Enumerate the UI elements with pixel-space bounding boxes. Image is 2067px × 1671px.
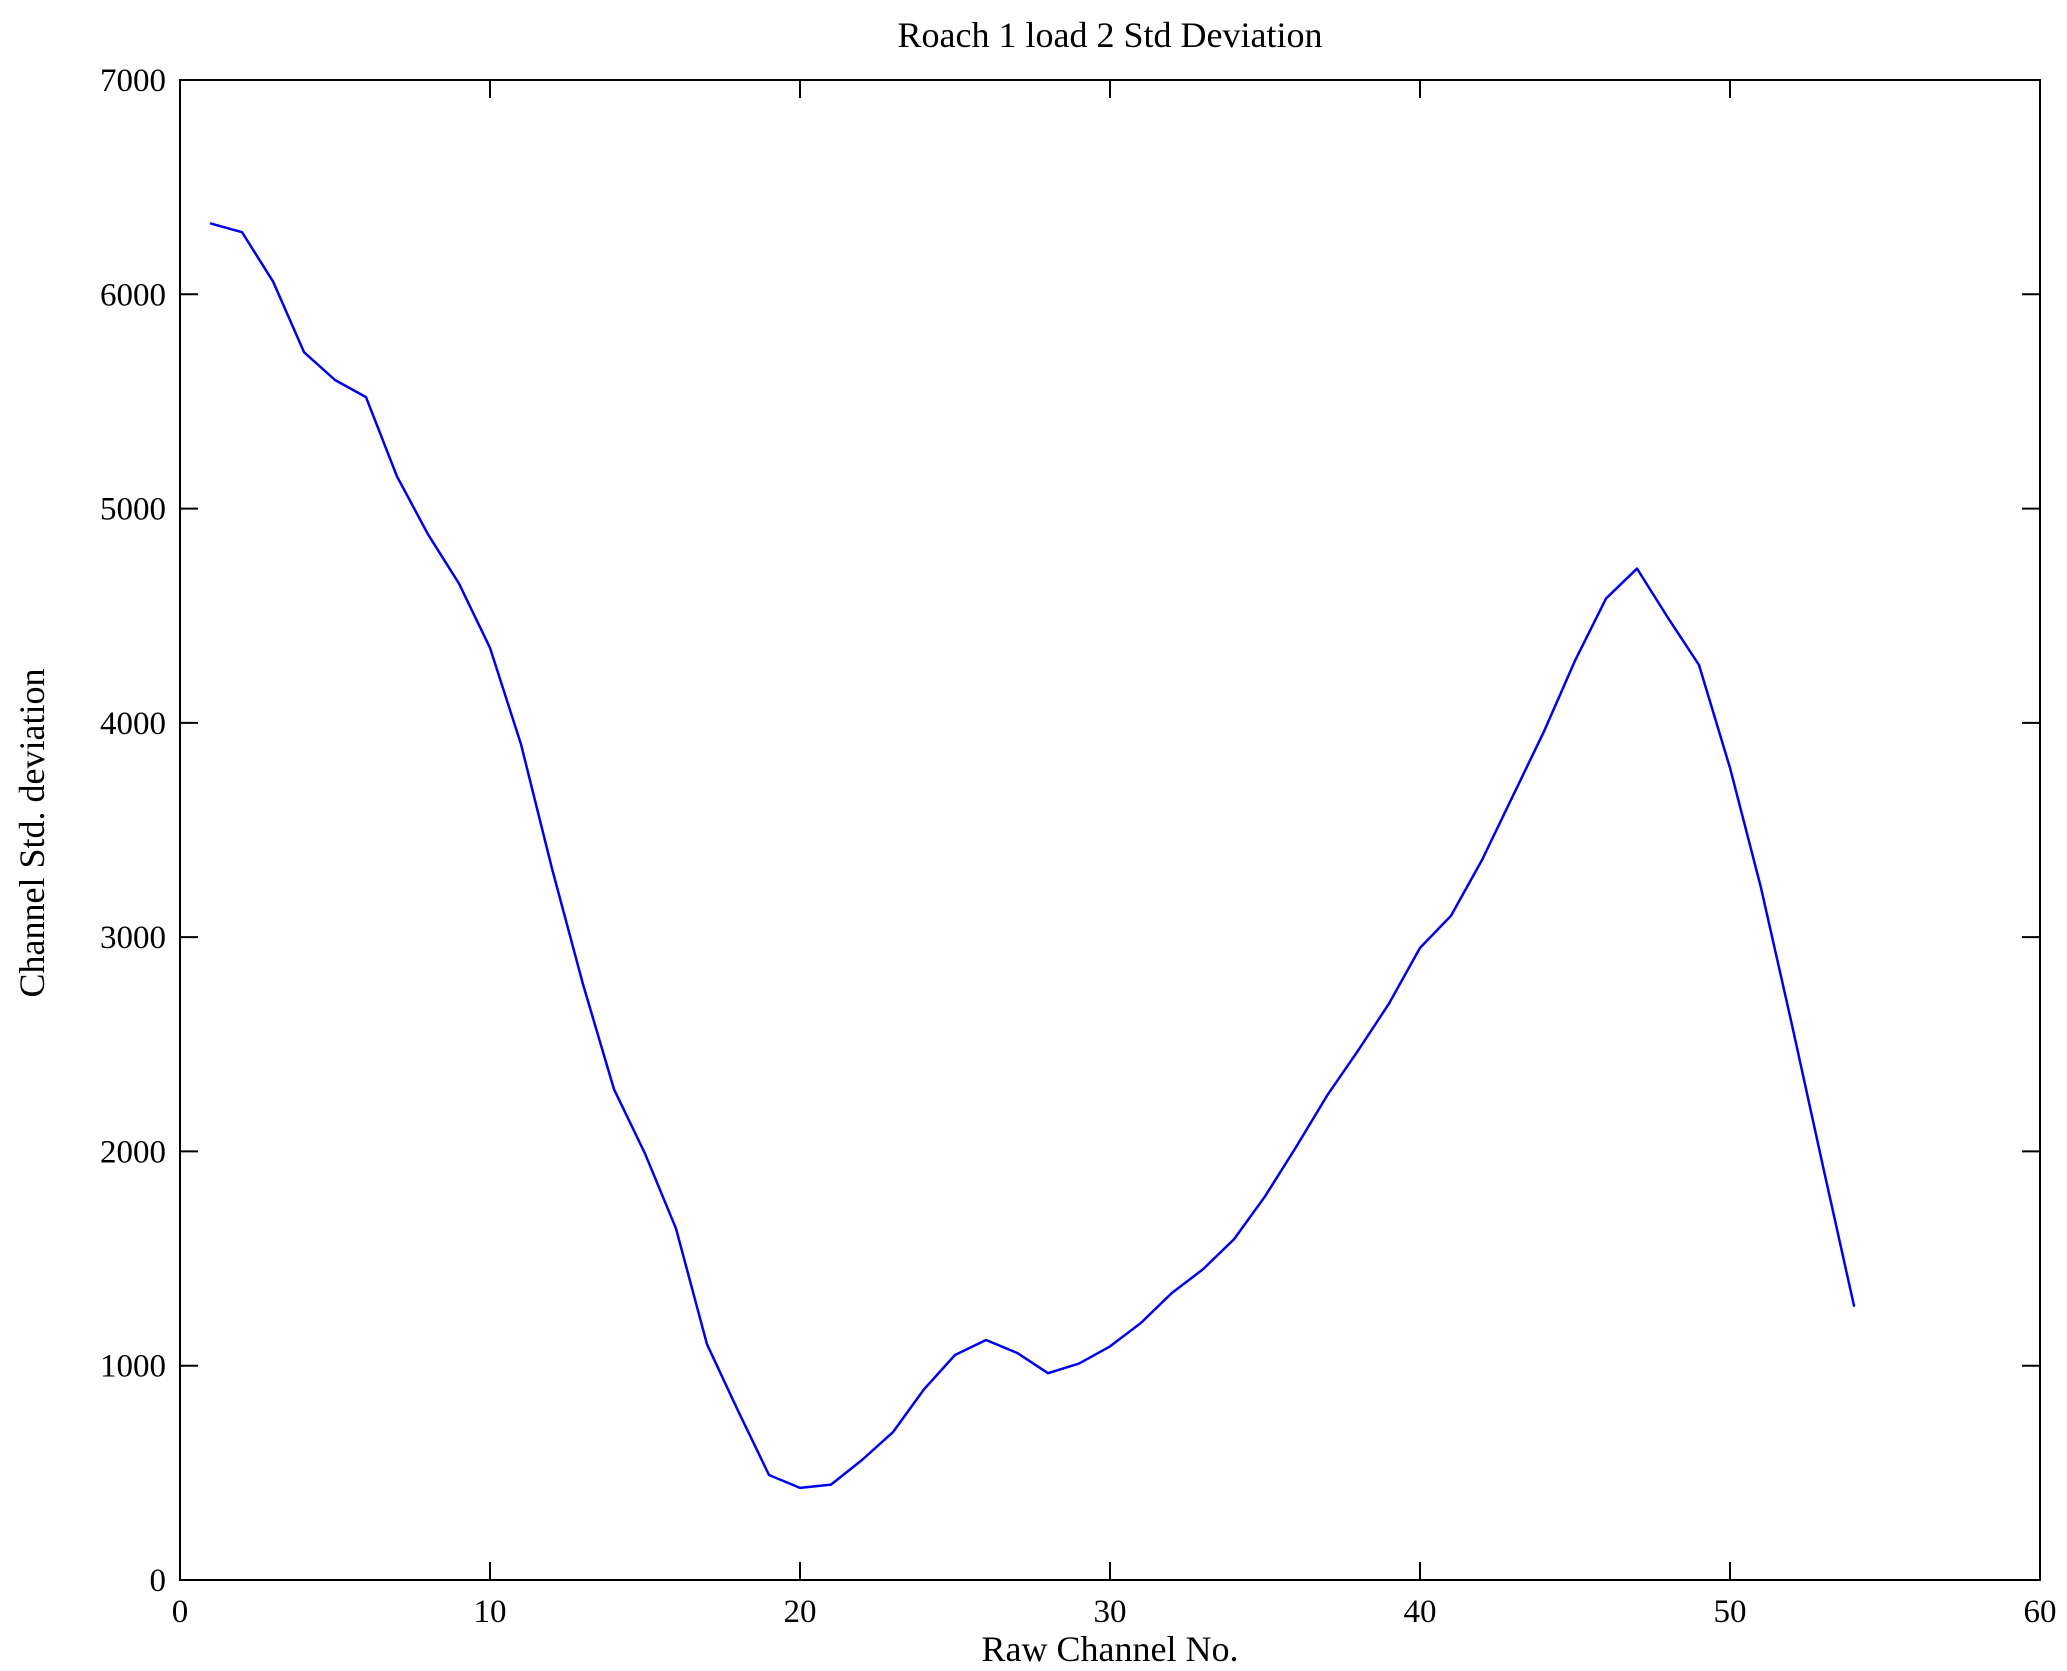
y-tick-label: 5000 [100, 492, 166, 528]
y-tick-label: 6000 [100, 277, 166, 313]
x-tick-label: 60 [2024, 1594, 2057, 1630]
y-tick-label: 7000 [100, 63, 166, 99]
y-tick-label: 0 [150, 1563, 167, 1599]
x-tick-label: 50 [1714, 1594, 1747, 1630]
x-tick-label: 20 [784, 1594, 817, 1630]
x-tick-label: 40 [1404, 1594, 1437, 1630]
chart-title: Roach 1 load 2 Std Deviation [897, 15, 1323, 55]
x-tick-label: 0 [172, 1594, 189, 1630]
x-tick-label: 10 [474, 1594, 507, 1630]
x-axis-label: Raw Channel No. [981, 1629, 1239, 1669]
y-tick-label: 1000 [100, 1349, 166, 1385]
x-tick-label: 30 [1094, 1594, 1127, 1630]
y-tick-label: 4000 [100, 706, 166, 742]
y-tick-label: 2000 [100, 1134, 166, 1170]
axis-box [179, 79, 2041, 1581]
data-line [209, 222, 1856, 1490]
y-tick-label: 3000 [100, 920, 166, 956]
